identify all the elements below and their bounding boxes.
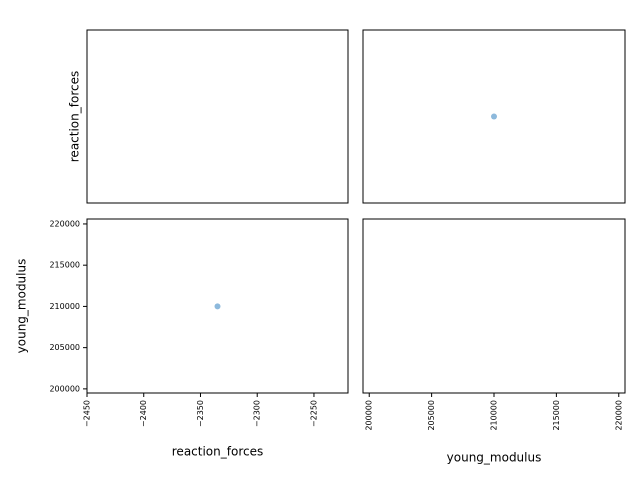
scatter-point [491, 113, 497, 120]
x-tick-label: −2350 [196, 400, 205, 427]
panel-frame [362, 218, 626, 394]
x-tick-label: −2250 [309, 400, 318, 427]
y-axis-label: reaction_forces [68, 71, 82, 162]
x-tick-label: 200000 [365, 400, 374, 431]
x-tick-label: 215000 [552, 400, 561, 431]
x-axis-label: reaction_forces [172, 445, 263, 459]
x-tick-label: −2300 [253, 400, 262, 427]
scatter-point [214, 303, 221, 310]
panel-frame [86, 29, 349, 204]
x-tick-label: 205000 [427, 400, 436, 431]
y-axis-label: young_modulus [15, 259, 29, 354]
x-axis-label: young_modulus [447, 451, 542, 465]
y-tick-label: 205000 [49, 343, 80, 352]
x-tick-label: −2450 [83, 400, 92, 427]
y-tick-label: 200000 [49, 384, 80, 393]
y-tick-label: 220000 [49, 219, 80, 228]
panel-frame [362, 29, 626, 204]
x-tick-label: 220000 [614, 400, 623, 431]
x-tick-label: 210000 [490, 400, 499, 431]
y-tick-label: 215000 [49, 261, 80, 270]
y-tick-label: 210000 [49, 302, 80, 311]
x-tick-label: −2400 [139, 400, 148, 427]
